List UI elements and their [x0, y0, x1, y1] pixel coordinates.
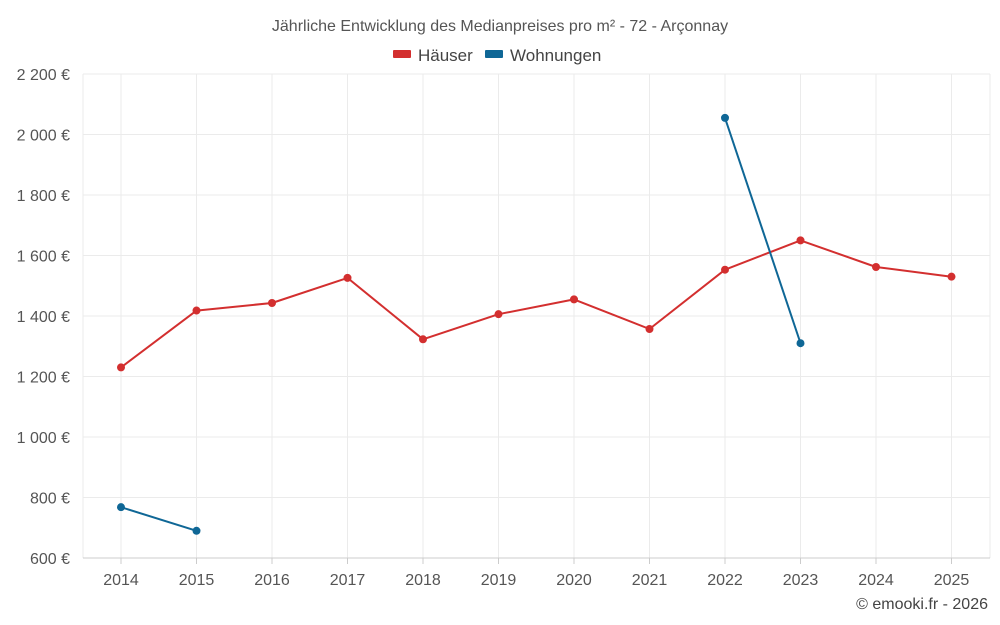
- data-point-haeuser-2021: [645, 325, 654, 334]
- data-point-haeuser-2017: [343, 273, 352, 282]
- y-tick-label: 800 €: [30, 491, 70, 508]
- y-tick-label: 600 €: [30, 551, 70, 568]
- legend-label-haeuser: Häuser: [418, 46, 473, 65]
- y-tick-label: 2 000 €: [17, 128, 70, 145]
- legend-item-haeuser[interactable]: Häuser: [393, 46, 473, 65]
- data-point-haeuser-2014: [117, 363, 125, 372]
- axes: 600 € 800 € 1 000 € 1 200 € 1 400 € 1 600 € 1 …: [17, 67, 990, 589]
- legend-label-wohnungen: Wohnungen: [510, 46, 601, 65]
- legend-item-wohnungen[interactable]: Wohnungen: [485, 46, 601, 65]
- series-line-haeuser: [120, 239, 953, 369]
- data-points: [117, 113, 956, 535]
- x-tick-label: 2018: [405, 572, 441, 589]
- x-tick-label: 2024: [858, 572, 894, 589]
- series-line-wohnungen: [724, 116, 802, 345]
- x-tick-label: 2025: [934, 572, 970, 589]
- y-tick-label: 1 200 €: [17, 370, 70, 387]
- x-tick-label: 2016: [254, 572, 290, 589]
- data-point-haeuser-2018: [419, 335, 427, 344]
- data-point-wohnungen-2022: [721, 113, 729, 122]
- legend: Häuser Wohnungen: [393, 46, 601, 65]
- gridlines: [82, 73, 991, 558]
- credit-text: © emooki.fr - 2026: [856, 596, 988, 613]
- data-point-haeuser-2025: [947, 272, 956, 281]
- x-tick-label: 2023: [783, 572, 819, 589]
- x-tick-label: 2022: [707, 572, 743, 589]
- y-tick-label: 1 000 €: [17, 430, 70, 447]
- data-point-wohnungen-2015: [192, 526, 201, 535]
- y-tick-label: 2 200 €: [17, 67, 70, 84]
- data-point-wohnungen-2023: [796, 339, 805, 348]
- data-point-haeuser-2016: [268, 298, 276, 307]
- x-tick-label: 2021: [632, 572, 668, 589]
- legend-swatch-wohnungen: [485, 50, 503, 58]
- x-tick-label: 2019: [481, 572, 517, 589]
- chart-title: Jährliche Entwicklung des Medianpreises …: [272, 18, 728, 35]
- data-point-haeuser-2023: [796, 236, 805, 245]
- x-tick-label: 2015: [179, 572, 215, 589]
- y-tick-label: 1 800 €: [17, 188, 70, 205]
- data-point-wohnungen-2014: [117, 503, 125, 512]
- data-point-haeuser-2022: [721, 265, 729, 274]
- series-line-wohnungen: [120, 506, 198, 532]
- data-point-haeuser-2020: [570, 295, 578, 304]
- legend-swatch-haeuser: [393, 50, 411, 58]
- data-point-haeuser-2015: [192, 306, 201, 315]
- x-tick-label: 2014: [103, 572, 139, 589]
- y-tick-label: 1 400 €: [17, 309, 70, 326]
- y-tick-label: 1 600 €: [17, 249, 70, 266]
- series-lines: [120, 116, 953, 532]
- x-tick-label: 2020: [556, 572, 592, 589]
- data-point-haeuser-2024: [872, 262, 880, 271]
- data-point-haeuser-2019: [494, 310, 503, 319]
- x-tick-label: 2017: [330, 572, 366, 589]
